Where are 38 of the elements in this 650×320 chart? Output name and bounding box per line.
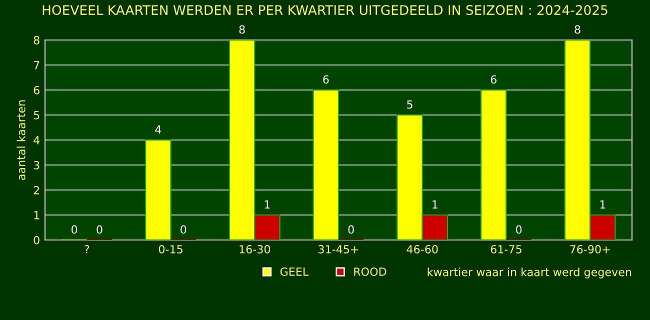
y-tick-label: 5 xyxy=(34,111,40,120)
data-label: 6 xyxy=(490,75,496,84)
data-label: 6 xyxy=(323,75,329,84)
bar xyxy=(145,139,172,240)
x-tick-label: 46-60 xyxy=(406,245,438,254)
data-label: 0 xyxy=(516,225,522,234)
x-tick-label: 0-15 xyxy=(158,245,182,254)
data-label: 1 xyxy=(264,200,270,209)
data-label: 0 xyxy=(96,225,102,234)
x-tick-label: 16-30 xyxy=(240,245,270,254)
data-label: 1 xyxy=(600,200,606,209)
x-tick-label: ? xyxy=(84,245,90,254)
data-label: 8 xyxy=(574,25,580,34)
y-tick-label: 6 xyxy=(34,86,40,94)
y-tick-label: 2 xyxy=(34,186,40,194)
y-tick-label: 8 xyxy=(34,36,40,44)
y-tick-label: 4 xyxy=(34,136,40,144)
legend-label: ROOD xyxy=(354,267,386,276)
bar xyxy=(480,89,507,240)
y-tick-label: 3 xyxy=(34,160,40,170)
y-tick-label: 7 xyxy=(34,61,40,70)
x-axis-title: kwartier waar in kaart werd gegeven xyxy=(428,268,632,278)
chart-title: HOEVEEL KAARTEN WERDEN ER PER KWARTIER UITGEDEELD IN SEIZOEN : 2024-2025 xyxy=(42,5,608,16)
x-tick-label: 31-45+ xyxy=(318,245,358,254)
data-label: 8 xyxy=(239,25,245,34)
data-label: 1 xyxy=(432,200,438,209)
data-label: 5 xyxy=(407,100,412,109)
data-label: 0 xyxy=(348,225,354,234)
x-tick-label: 61-75 xyxy=(490,245,522,254)
legend-label: GEEL xyxy=(280,267,309,276)
bar xyxy=(312,89,340,240)
y-tick-label: 1 xyxy=(34,211,40,220)
y-tick-label: 0 xyxy=(34,236,40,244)
data-label: 4 xyxy=(155,125,162,134)
data-label: 0 xyxy=(180,225,186,234)
y-axis-title: aantal kaarten xyxy=(16,100,26,180)
data-label: 0 xyxy=(72,225,78,234)
x-tick-label: 76-90+ xyxy=(570,245,610,254)
